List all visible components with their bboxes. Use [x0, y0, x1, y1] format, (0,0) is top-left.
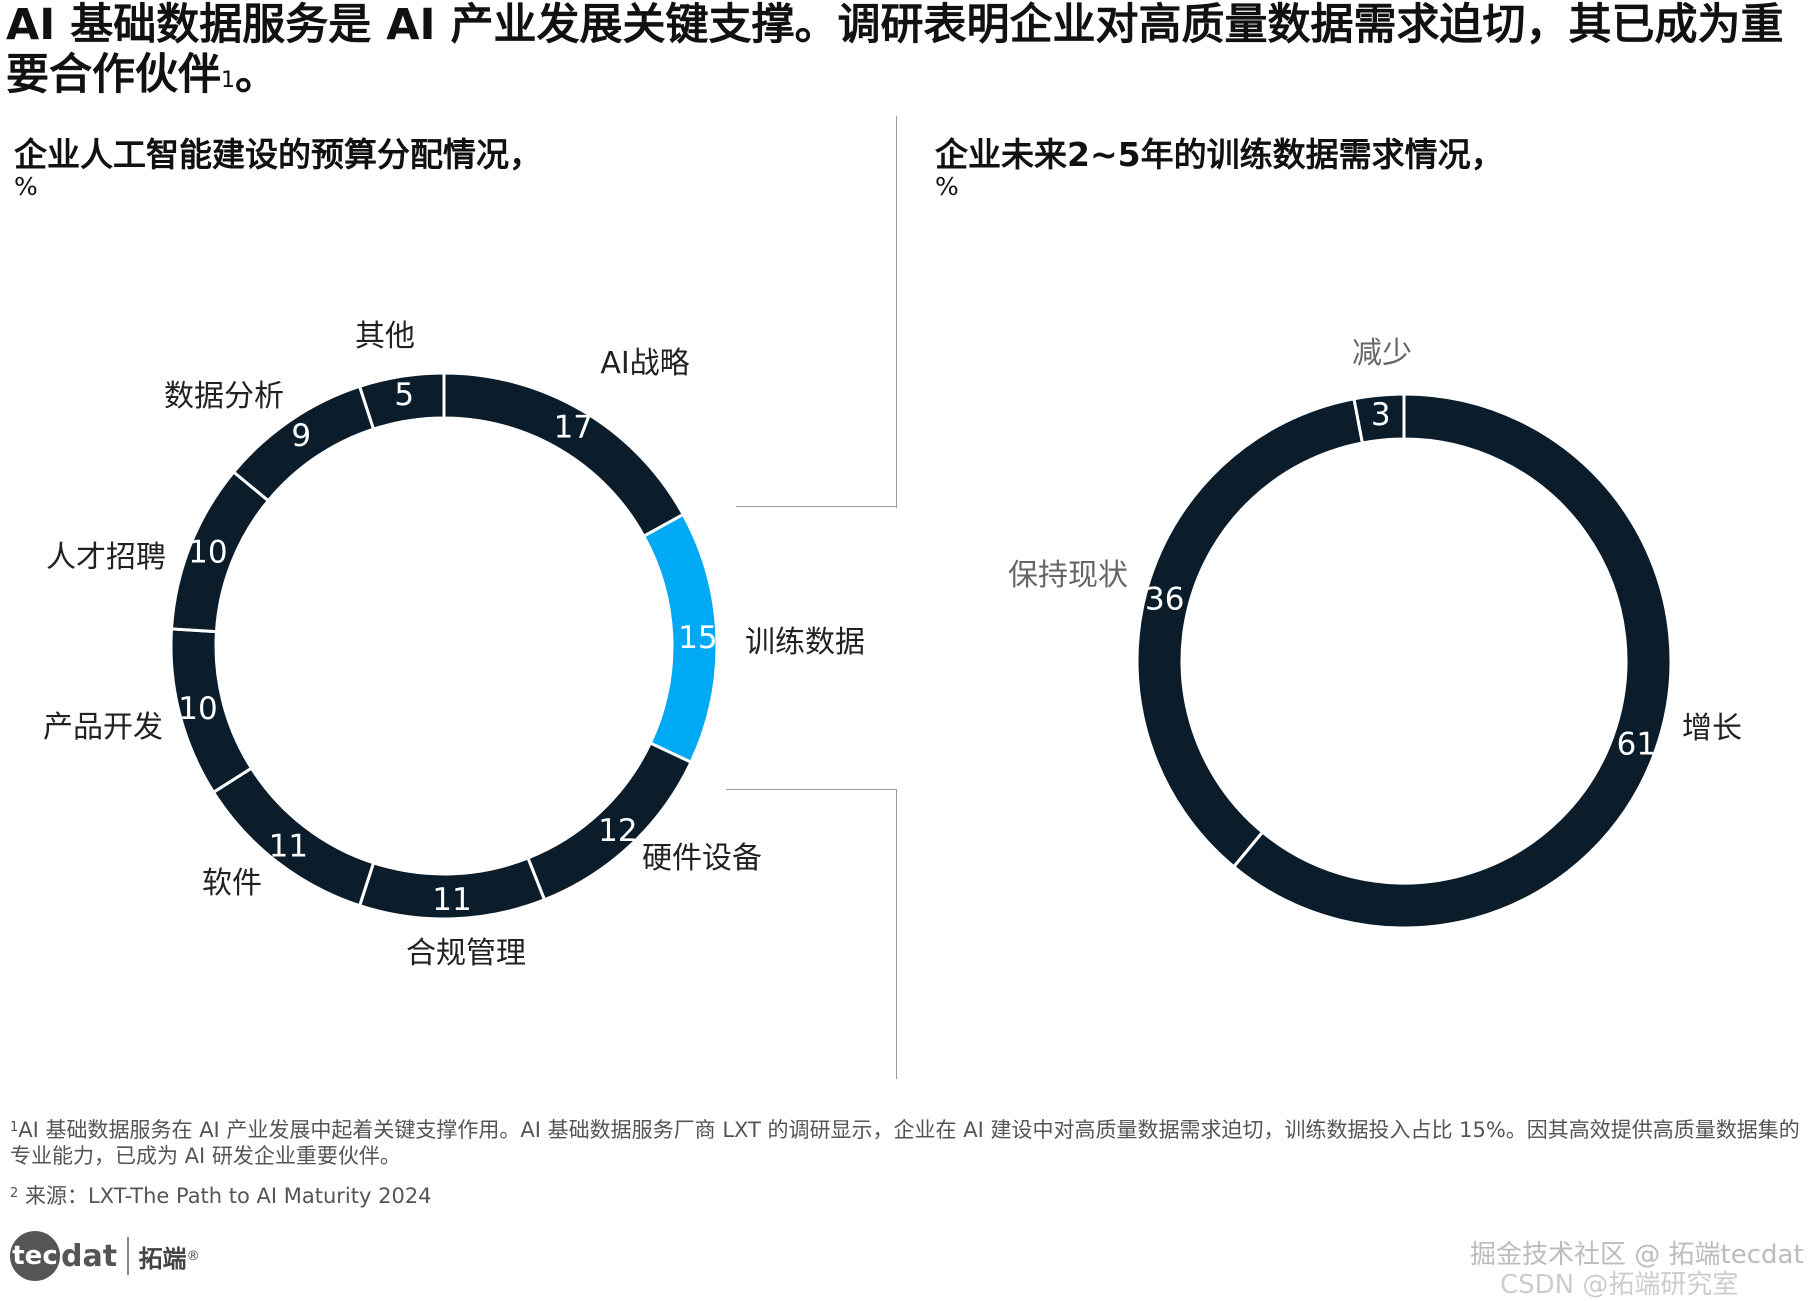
segment-value-label: 12 — [598, 813, 637, 849]
divider-bottom-leader — [726, 789, 897, 790]
category-label: 数据分析 — [164, 379, 284, 414]
logo-text: dat — [61, 1238, 118, 1274]
headline: AI 基础数据服务是 AI 产业发展关键支撑。调研表明企业对高质量数据需求迫切，… — [6, 0, 1784, 100]
chart-unit-demand: % — [935, 172, 959, 201]
watermark-csdn: CSDN @拓端研究室 — [1500, 1270, 1739, 1300]
category-label: 合规管理 — [406, 936, 526, 971]
logo-cn-text: 拓端 — [138, 1244, 187, 1273]
footnote-1: 1AI 基础数据服务在 AI 产业发展中起着关键支撑作用。AI 基础数据服务厂商… — [10, 1118, 1800, 1168]
segment-value-label: 11 — [432, 882, 471, 918]
divider-top-leader — [736, 506, 897, 507]
segment-value-label: 15 — [678, 620, 717, 656]
donut-segment — [442, 371, 686, 539]
headline-footnote-ref: 1 — [221, 68, 235, 93]
category-label: 训练数据 — [745, 625, 865, 660]
category-label: AI战略 — [600, 346, 689, 381]
donut-segment — [357, 371, 446, 432]
chart-title-budget: 企业人工智能建设的预算分配情况， — [14, 135, 542, 174]
category-label: 产品开发 — [43, 710, 163, 745]
divider-top — [896, 116, 897, 508]
segment-value-label: 36 — [1145, 582, 1184, 618]
chart-unit-budget: % — [14, 172, 38, 201]
segment-value-label: 9 — [291, 418, 311, 454]
demand-donut-chart: 61 增长 36 保持现状 3 减少 — [1008, 336, 1742, 930]
category-label: 减少 — [1352, 336, 1412, 371]
segment-value-label: 5 — [394, 377, 414, 413]
divider-bottom — [896, 789, 897, 1079]
segment-value-label: 3 — [1371, 397, 1391, 433]
donut-segment — [1231, 392, 1673, 930]
segment-value-label: 10 — [188, 534, 227, 570]
category-label: 其他 — [355, 319, 415, 354]
watermark-juejin: 掘金技术社区 @ 拓端tecdat — [1470, 1240, 1804, 1270]
category-label: 硬件设备 — [642, 841, 762, 876]
segment-value-label: 11 — [269, 829, 308, 865]
category-label: 增长 — [1682, 711, 1742, 746]
tecdat-logo: tec dat 拓端 ® — [10, 1228, 200, 1284]
logo-mark: tec — [10, 1231, 60, 1281]
logo-registered-mark: ® — [186, 1248, 200, 1264]
segment-value-label: 17 — [554, 409, 593, 445]
segment-value-label: 10 — [178, 691, 217, 727]
donut-segment — [1352, 392, 1406, 445]
category-label: 保持现状 — [1008, 558, 1128, 593]
category-label: 软件 — [202, 866, 262, 901]
logo-separator — [127, 1237, 129, 1275]
footnote-2: 2 来源：LXT-The Path to AI Maturity 2024 — [10, 1184, 432, 1208]
segment-value-label: 61 — [1617, 727, 1656, 763]
donut-segment — [1135, 396, 1365, 869]
chart-title-demand: 企业未来2~5年的训练数据需求情况， — [935, 135, 1504, 174]
category-label: 人才招聘 — [46, 540, 166, 575]
